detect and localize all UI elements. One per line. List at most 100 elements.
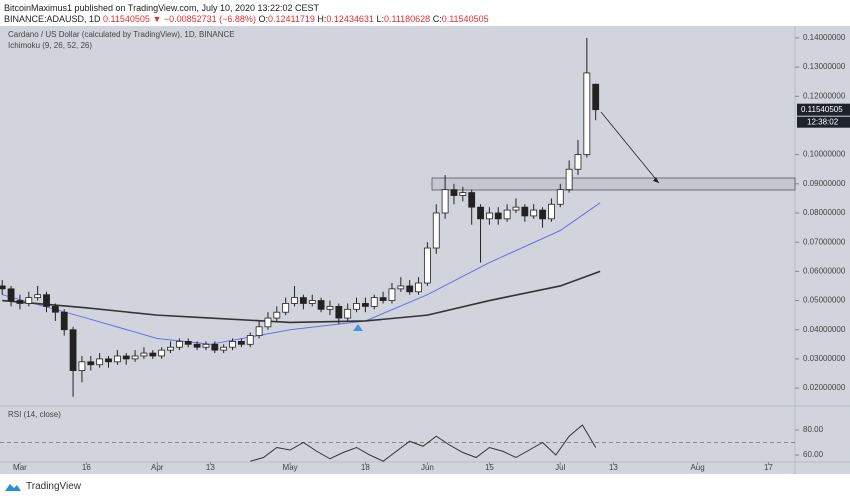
last-price-box: [797, 103, 850, 116]
y-tick-label: 0.06000000: [803, 266, 846, 275]
candle-body: [521, 206, 529, 217]
label: H:: [317, 14, 327, 24]
candle-body: [388, 288, 396, 301]
y-tick-label: 0.10000000: [803, 150, 846, 159]
candle-body: [16, 300, 24, 304]
candle-body: [184, 340, 192, 345]
candle-body: [34, 294, 42, 299]
label: C:: [432, 14, 442, 24]
arrow-head: [653, 177, 659, 183]
candle-body: [539, 209, 546, 220]
x-tick-label: 17: [764, 463, 773, 472]
candle-body: [317, 300, 325, 310]
candle-body: [574, 154, 582, 170]
candle-body: [335, 305, 343, 319]
candle-body: [344, 308, 352, 319]
x-tick-label: Apr: [151, 463, 164, 472]
x-tick-label: 18: [361, 463, 370, 472]
candle-body: [494, 212, 502, 220]
x-tick-label: Aug: [690, 463, 704, 472]
candle-body: [255, 326, 263, 336]
x-tick-label: May: [283, 463, 298, 472]
candle-body: [78, 361, 86, 371]
candle-body: [468, 192, 476, 208]
candle-body: [211, 343, 219, 351]
x-tick-label: Mar: [13, 463, 27, 472]
candle-body: [158, 349, 166, 357]
candle-body: [415, 282, 422, 293]
candle-body: [423, 247, 431, 284]
rsi-pane: [0, 424, 795, 462]
candle-body: [548, 203, 555, 220]
candle-body: [397, 285, 405, 290]
candle-body: [432, 212, 440, 249]
candle-body: [149, 352, 157, 357]
candle-body: [592, 83, 600, 111]
candle-body: [175, 340, 183, 348]
value: 0.11180628: [383, 14, 431, 24]
candle-body: [122, 355, 130, 360]
indicator-line: [2, 202, 601, 345]
footer: TradingView: [4, 481, 81, 492]
y-tick-label: 0.12000000: [803, 91, 846, 100]
candle-body: [406, 285, 414, 293]
author-line: BitcoinMaximus1 published on TradingView…: [4, 3, 320, 13]
signal-marker: [353, 324, 363, 331]
y-tick-label: 0.13000000: [803, 62, 846, 71]
candle-body: [450, 189, 458, 196]
y-tick-label: 0.09000000: [803, 179, 846, 188]
indicator-title: Ichimoku (9, 26, 52, 26): [8, 41, 92, 50]
x-tick-label: Jul: [555, 463, 565, 472]
y-tick-label: 0.14000000: [803, 33, 846, 42]
value: 0.11540505: [441, 14, 489, 24]
candle-body: [379, 297, 387, 301]
x-tick-label: 13: [609, 463, 618, 472]
candle-body: [530, 209, 538, 217]
candle-body: [291, 297, 298, 304]
main-pane: [0, 37, 601, 397]
zone-box: [431, 177, 796, 191]
indicator-line: [2, 270, 601, 324]
y-tick-label: 0.04000000: [803, 325, 846, 334]
rsi-line: [250, 424, 597, 462]
y-tick-label: 60.00: [803, 450, 824, 459]
candle-body: [246, 335, 254, 345]
candle-body: [96, 358, 104, 366]
candle-body: [193, 343, 201, 348]
candle-body: [299, 297, 307, 304]
candle-body: [565, 168, 573, 191]
arrow: [600, 111, 660, 184]
candle-body: [69, 329, 77, 371]
y-tick-label: 0.08000000: [803, 208, 846, 217]
candle-body: [131, 355, 139, 360]
candle-body: [353, 303, 360, 310]
symbol: BINANCE:ADAUSD, 1D: [4, 14, 101, 24]
y-tick-label: 0.07000000: [803, 237, 846, 246]
label: L:: [376, 14, 384, 24]
candle-body: [441, 189, 449, 214]
candle-body: [51, 305, 59, 313]
candle-body: [282, 303, 290, 313]
candle-body: [361, 303, 369, 307]
candle-body: [308, 300, 316, 304]
y-tick-label: 80.00: [803, 425, 824, 434]
change: ▼ −0.00852731 (−6.88%): [152, 14, 256, 24]
candle-body: [220, 346, 228, 351]
x-tick-label: 16: [82, 463, 91, 472]
x-tick-label: 13: [206, 463, 215, 472]
candle-body: [512, 206, 520, 211]
candle-body: [477, 206, 484, 220]
candle-body: [167, 346, 174, 351]
last-price-label: 0.11540505: [801, 105, 843, 114]
candle-body: [140, 352, 148, 357]
candle-body: [113, 355, 121, 363]
candle-body: [202, 343, 210, 348]
candle-body: [43, 294, 50, 307]
candle-body: [0, 285, 6, 290]
candle-body: [87, 361, 95, 366]
candle-body: [60, 311, 68, 331]
symbol-line: BINANCE:ADAUSD, 1D 0.11540505 ▼ −0.00852…: [4, 14, 489, 24]
label: O:: [258, 14, 268, 24]
candle-body: [105, 358, 112, 363]
